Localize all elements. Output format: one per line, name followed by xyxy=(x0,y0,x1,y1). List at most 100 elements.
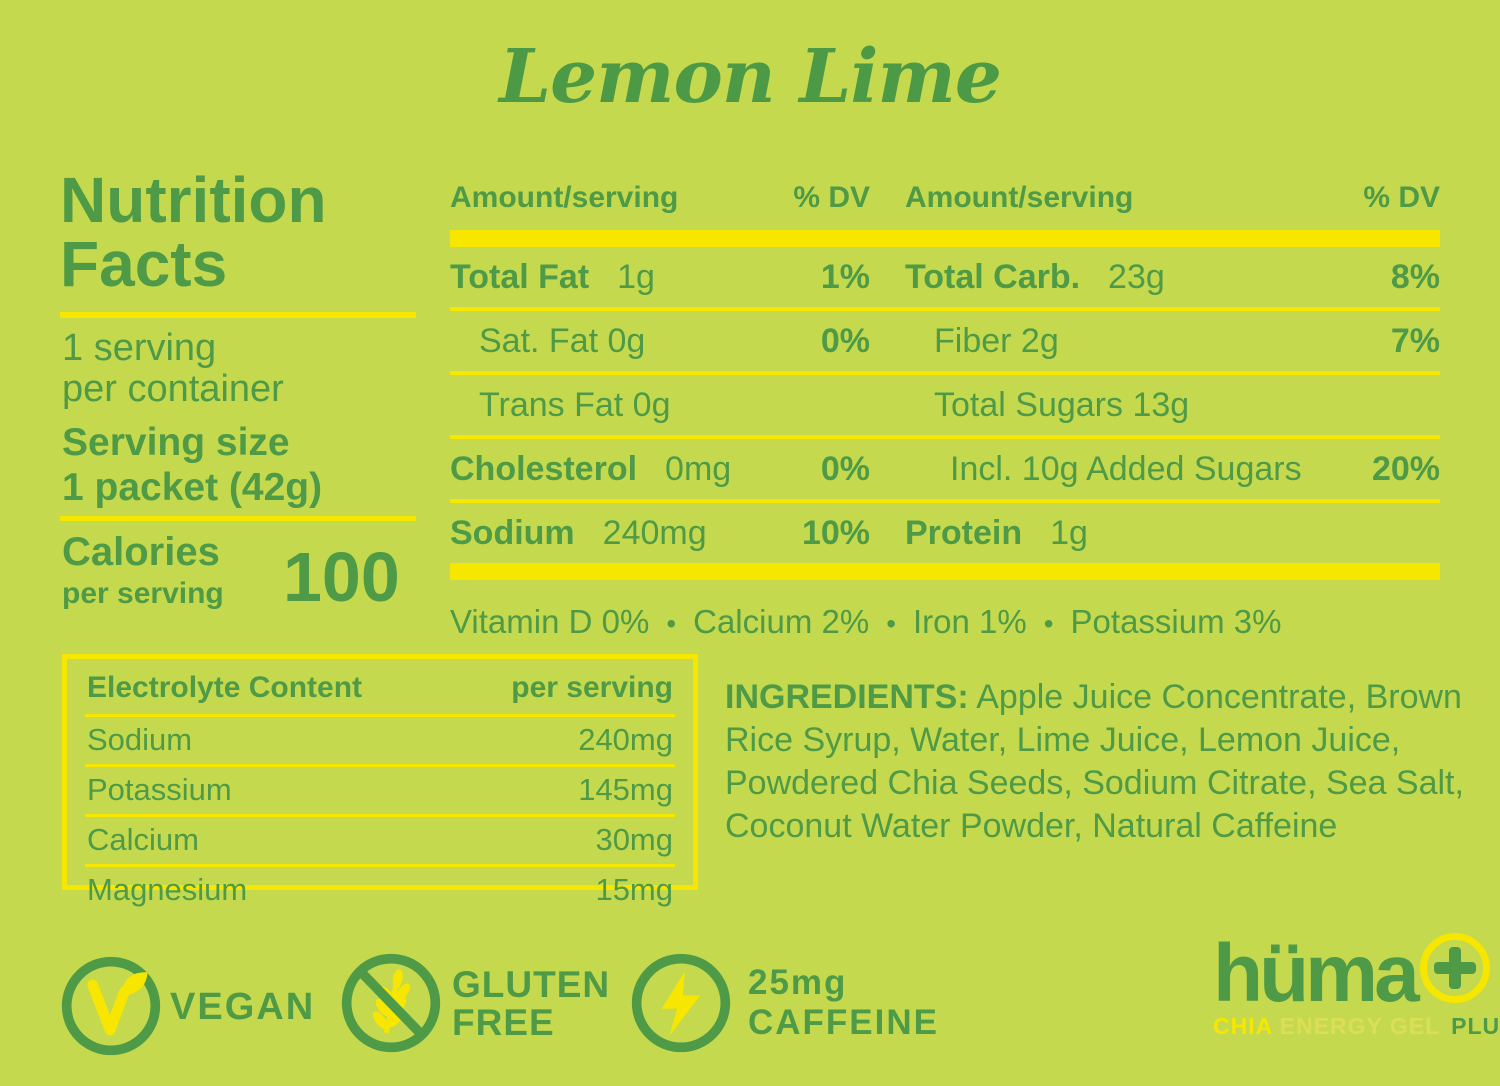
electrolyte-name: Potassium xyxy=(87,772,232,807)
electrolyte-name: Magnesium xyxy=(87,872,248,907)
amount-serving-header: Amount/serving xyxy=(905,181,1134,214)
caffeine-label: 25mg CAFFEINE xyxy=(748,963,939,1043)
ingredients-list: Apple Juice Concentrate, Brown Rice Syru… xyxy=(725,678,1464,845)
nutrient-name: Sat. Fat 0g xyxy=(479,322,646,360)
electrolyte-row: Magnesium 15mg xyxy=(85,867,675,914)
ingredients-label: INGREDIENTS: xyxy=(725,678,969,716)
caffeine-line2: CAFFEINE xyxy=(748,1003,939,1042)
huma-brand-text: hüma xyxy=(1213,928,1420,1019)
calories-label: Calories xyxy=(62,530,220,574)
electrolyte-name: Sodium xyxy=(87,722,193,757)
electrolyte-value: 145mg xyxy=(578,772,673,807)
amount-serving-header: Amount/serving xyxy=(450,181,679,214)
thin-divider-bar xyxy=(450,499,1440,503)
electrolyte-row: Sodium 240mg xyxy=(85,717,675,764)
serving-size-value: 1 packet (42g) xyxy=(62,466,323,509)
nutrient-amount: 23g xyxy=(1108,258,1165,296)
thin-divider-bar xyxy=(450,435,1440,439)
electrolyte-name: Calcium xyxy=(87,822,199,857)
electrolyte-content-box: Electrolyte Content per serving Sodium 2… xyxy=(62,654,698,907)
gluten-free-line1: GLUTEN xyxy=(452,964,611,1005)
tagline-plus: PLUS xyxy=(1451,1013,1500,1039)
electrolyte-header: Electrolyte Content per serving xyxy=(85,671,675,714)
nutrient-dv: 7% xyxy=(1390,322,1440,360)
calories-value: 100 xyxy=(283,538,400,616)
divider-rule xyxy=(60,516,416,521)
huma-plus-logo: hüma CHIA ENERGY GEL PLUS xyxy=(1213,928,1500,1040)
flavor-title: Lemon Lime xyxy=(499,34,1002,120)
nutrient-name: Sodium xyxy=(450,514,575,552)
plus-circle-icon xyxy=(1419,933,1490,1003)
nutrition-table: Amount/serving % DV Amount/serving % DV … xyxy=(450,181,1440,641)
nutrient-name: Total Carb. xyxy=(905,258,1081,296)
serving-size: Serving size 1 packet (42g) xyxy=(62,420,322,510)
vegan-label: VEGAN xyxy=(170,986,316,1028)
nutrient-dv: 8% xyxy=(1390,258,1440,296)
vitamin-item: Iron 1% xyxy=(869,603,1027,641)
nutrient-dv: 10% xyxy=(801,514,870,552)
nutrient-name: Fiber 2g xyxy=(934,322,1059,360)
nutrition-table-header: Amount/serving % DV Amount/serving % DV xyxy=(450,181,1440,215)
nutrient-dv: 0% xyxy=(820,450,870,488)
electrolyte-unit-header: per serving xyxy=(511,671,673,704)
caffeine-line1: 25mg xyxy=(748,963,848,1002)
thin-divider-bar xyxy=(450,307,1440,311)
tagline-energy-gel: ENERGY GEL xyxy=(1272,1013,1448,1039)
no-wheat-icon xyxy=(341,953,441,1053)
thick-divider-bar xyxy=(450,563,1440,580)
thin-divider-bar xyxy=(85,764,675,767)
table-row-transfat-sugars: Trans Fat 0g Total Sugars 13g xyxy=(450,375,1440,435)
electrolyte-row: Potassium 145mg xyxy=(85,767,675,814)
nutrient-amount: 240mg xyxy=(602,514,707,552)
percent-dv-header: % DV xyxy=(1363,181,1440,214)
electrolyte-title: Electrolyte Content xyxy=(87,671,363,704)
vegan-v-leaf-icon xyxy=(61,956,161,1056)
nutrition-facts-heading-line1: Nutrition xyxy=(60,164,327,236)
huma-logo-row: hüma xyxy=(1213,928,1490,1019)
nutrient-name: Trans Fat 0g xyxy=(479,386,671,424)
nutrient-amount: 0mg xyxy=(665,450,732,488)
table-row-cholesterol-addedsugars: Cholesterol 0mg 0% Incl. 10g Added Sugar… xyxy=(450,439,1440,499)
gluten-free-label: GLUTEN FREE xyxy=(452,966,610,1042)
thick-divider-bar xyxy=(450,230,1440,247)
thin-divider-bar xyxy=(85,864,675,867)
servings-per-container: 1 serving per container xyxy=(62,328,284,410)
vitamins-minerals-row: Vitamin D 0% Calcium 2% Iron 1% Potassiu… xyxy=(450,603,1440,641)
nutrition-facts-heading-line2: Facts xyxy=(60,228,228,300)
electrolyte-value: 15mg xyxy=(595,872,673,907)
nutrient-name: Total Sugars 13g xyxy=(934,386,1190,424)
vitamin-item: Calcium 2% xyxy=(649,603,869,641)
lightning-bolt-icon xyxy=(631,953,731,1053)
nutrient-dv: 0% xyxy=(820,322,870,360)
vitamin-item: Vitamin D 0% xyxy=(450,603,650,640)
logo-tagline: CHIA ENERGY GEL PLUS xyxy=(1213,1013,1500,1040)
divider-rule xyxy=(60,312,416,318)
servings-line2: per container xyxy=(62,368,284,410)
table-row-satfat-fiber: Sat. Fat 0g 0% Fiber 2g 7% xyxy=(450,311,1440,371)
servings-line1: 1 serving xyxy=(62,327,217,369)
nutrient-name: Protein xyxy=(905,514,1023,552)
percent-dv-header: % DV xyxy=(793,181,870,214)
nutrient-dv: 1% xyxy=(820,258,870,296)
table-row-sodium-protein: Sodium 240mg 10% Protein 1g xyxy=(450,503,1440,563)
thin-divider-bar xyxy=(450,371,1440,375)
nutrient-name: Total Fat xyxy=(450,258,590,296)
calories-per-serving-label: per serving xyxy=(62,577,224,610)
table-row-fat-carb: Total Fat 1g 1% Total Carb. 23g 8% xyxy=(450,247,1440,307)
nutrient-name: Incl. 10g Added Sugars xyxy=(950,450,1302,488)
nutrition-facts-heading: Nutrition Facts xyxy=(60,168,327,296)
gluten-free-line2: FREE xyxy=(452,1002,555,1043)
electrolyte-value: 30mg xyxy=(595,822,673,857)
plus-icon xyxy=(1448,947,1461,989)
nutrient-dv: 20% xyxy=(1371,450,1440,488)
thin-divider-bar xyxy=(85,814,675,817)
serving-size-label: Serving size xyxy=(62,421,290,464)
nutrient-name: Cholesterol xyxy=(450,450,638,488)
ingredients-text: INGREDIENTS: Apple Juice Concentrate, Br… xyxy=(725,676,1470,848)
electrolyte-row: Calcium 30mg xyxy=(85,817,675,864)
nutrient-amount: 1g xyxy=(617,258,655,296)
nutrient-amount: 1g xyxy=(1050,514,1088,552)
tagline-chia: CHIA xyxy=(1213,1013,1273,1039)
electrolyte-value: 240mg xyxy=(578,722,673,757)
vitamin-item: Potassium 3% xyxy=(1027,603,1282,641)
